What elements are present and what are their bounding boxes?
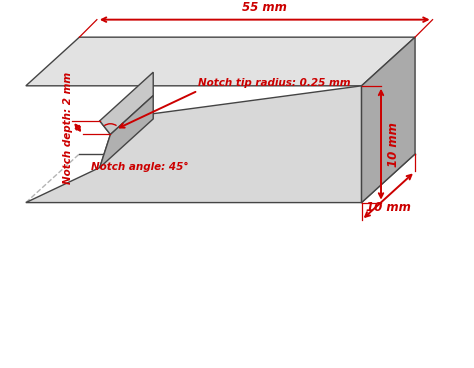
Text: 10 mm: 10 mm xyxy=(366,201,411,214)
Polygon shape xyxy=(100,72,153,134)
Polygon shape xyxy=(362,37,415,202)
Text: 55 mm: 55 mm xyxy=(242,1,287,14)
Polygon shape xyxy=(26,37,415,86)
Text: 10 mm: 10 mm xyxy=(387,122,400,167)
Polygon shape xyxy=(26,86,362,202)
Polygon shape xyxy=(100,96,153,167)
Text: Notch depth: 2 mm: Notch depth: 2 mm xyxy=(63,72,73,184)
Text: Notch tip radius: 0.25 mm: Notch tip radius: 0.25 mm xyxy=(198,78,350,88)
Text: Notch angle: 45°: Notch angle: 45° xyxy=(91,162,189,172)
